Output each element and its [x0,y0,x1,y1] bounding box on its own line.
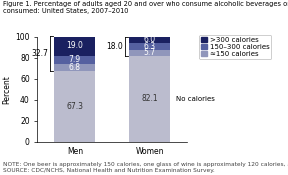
Text: Figure 1. Percentage of adults aged 20 and over who consume alcoholic beverages : Figure 1. Percentage of adults aged 20 a… [3,1,288,14]
Y-axis label: Percent: Percent [2,75,11,104]
Text: 18.0: 18.0 [106,42,123,51]
Text: 82.1: 82.1 [141,94,158,103]
Bar [129,55,170,142]
Text: NOTE: One beer is approximately 150 calories, one glass of wine is approximately: NOTE: One beer is approximately 150 calo… [3,162,288,173]
Bar [54,56,96,64]
Bar [54,71,96,142]
Bar [54,64,96,71]
Bar [54,36,96,56]
Legend: >300 calories, 150–300 calories, ≈150 calories: >300 calories, 150–300 calories, ≈150 ca… [199,35,271,59]
Text: 67.3: 67.3 [66,102,84,111]
Bar [129,37,170,43]
Text: 5.7: 5.7 [144,48,156,57]
Text: 6.8: 6.8 [69,63,81,72]
Text: 6.0: 6.0 [144,35,156,44]
Text: No calories: No calories [176,96,215,102]
Bar [129,50,170,55]
Text: 32.7: 32.7 [31,49,48,58]
Bar [129,43,170,50]
Text: 7.9: 7.9 [69,55,81,64]
Text: 6.3: 6.3 [144,42,156,51]
Text: 19.0: 19.0 [67,41,83,50]
